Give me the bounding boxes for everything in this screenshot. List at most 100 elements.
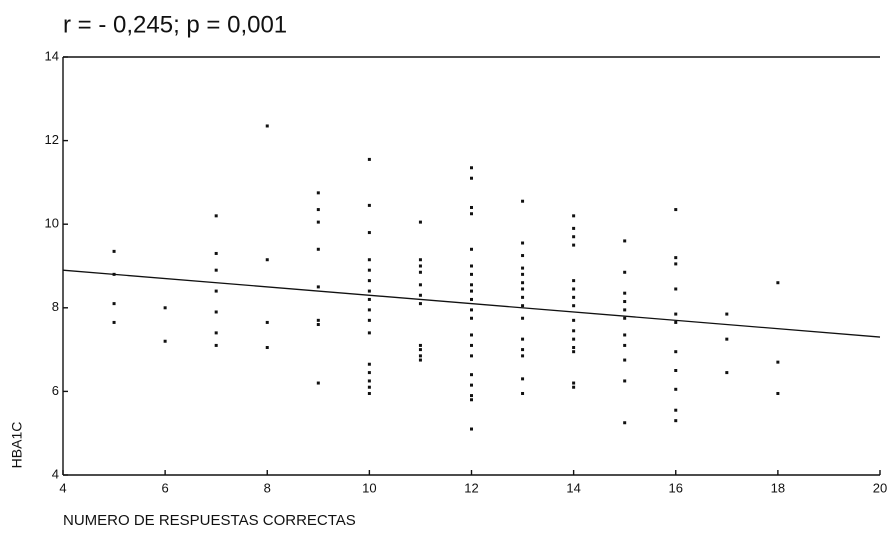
point: [674, 387, 678, 391]
point: [725, 371, 729, 375]
point: [367, 258, 371, 262]
chart-title: r = - 0,245; p = 0,001: [63, 11, 287, 38]
y-tick-label: 14: [45, 48, 59, 63]
point: [572, 318, 576, 322]
y-tick-label: 12: [45, 132, 59, 147]
point: [470, 373, 473, 377]
point: [163, 339, 167, 343]
point: [623, 333, 627, 337]
point: [418, 348, 422, 352]
point: [521, 391, 525, 395]
x-tick-label: 4: [59, 480, 66, 495]
point: [367, 231, 371, 235]
point: [521, 316, 525, 320]
point: [214, 331, 218, 335]
point: [470, 383, 473, 387]
point: [470, 272, 473, 276]
point: [214, 214, 218, 218]
point: [367, 391, 371, 395]
point: [521, 287, 525, 291]
point: [470, 212, 473, 216]
point: [623, 379, 627, 383]
point: [214, 268, 218, 272]
point: [776, 360, 780, 364]
point: [265, 346, 269, 350]
point: [418, 220, 422, 224]
point: [470, 316, 473, 320]
point: [725, 337, 729, 341]
point: [521, 337, 525, 341]
point: [470, 247, 473, 251]
x-tick-label: 12: [464, 480, 478, 495]
point: [674, 312, 678, 316]
point: [316, 208, 320, 212]
point: [521, 354, 525, 358]
point: [572, 214, 576, 218]
point: [367, 157, 371, 161]
point: [470, 343, 473, 347]
point: [572, 279, 576, 283]
y-axis-label: HBA1C: [9, 422, 25, 469]
point: [623, 358, 627, 362]
point: [674, 408, 678, 412]
x-tick-label: 6: [162, 480, 169, 495]
x-tick-label: 20: [873, 480, 887, 495]
point: [367, 362, 371, 366]
point: [521, 377, 525, 381]
point: [776, 391, 780, 395]
point: [572, 350, 576, 354]
point: [470, 283, 473, 287]
point: [418, 270, 422, 274]
point: [674, 320, 678, 324]
point: [418, 293, 422, 297]
point: [316, 191, 320, 195]
point: [470, 297, 473, 301]
point: [470, 166, 473, 170]
point: [418, 258, 422, 262]
point: [418, 358, 422, 362]
point: [623, 316, 627, 320]
y-tick-label: 10: [45, 216, 59, 231]
point: [367, 297, 371, 301]
point: [316, 323, 320, 327]
point: [572, 226, 576, 230]
point: [316, 318, 320, 322]
point: [367, 279, 371, 283]
point: [316, 381, 320, 385]
point: [470, 289, 473, 293]
point: [418, 264, 422, 268]
point: [623, 308, 627, 312]
point: [367, 308, 371, 312]
point: [674, 350, 678, 354]
point: [470, 205, 473, 209]
x-tick-label: 10: [362, 480, 376, 495]
point: [725, 312, 729, 316]
point: [214, 289, 218, 293]
point: [418, 302, 422, 306]
point: [265, 124, 269, 128]
point: [623, 421, 627, 425]
point: [572, 381, 576, 385]
fit-line: [62, 269, 881, 338]
point: [521, 281, 525, 285]
point: [521, 241, 525, 245]
point: [674, 419, 678, 423]
point: [521, 272, 525, 276]
point: [572, 287, 576, 291]
point: [776, 281, 780, 285]
point: [112, 249, 116, 253]
x-tick-label: 16: [669, 480, 683, 495]
point: [214, 310, 218, 314]
point: [214, 251, 218, 255]
point: [623, 270, 627, 274]
point: [265, 258, 269, 262]
x-tick-label: 8: [264, 480, 271, 495]
point: [572, 337, 576, 341]
y-tick-label: 8: [52, 299, 59, 314]
point: [367, 203, 371, 207]
point: [572, 346, 576, 350]
point: [572, 235, 576, 239]
point: [112, 320, 116, 324]
point: [163, 306, 167, 310]
